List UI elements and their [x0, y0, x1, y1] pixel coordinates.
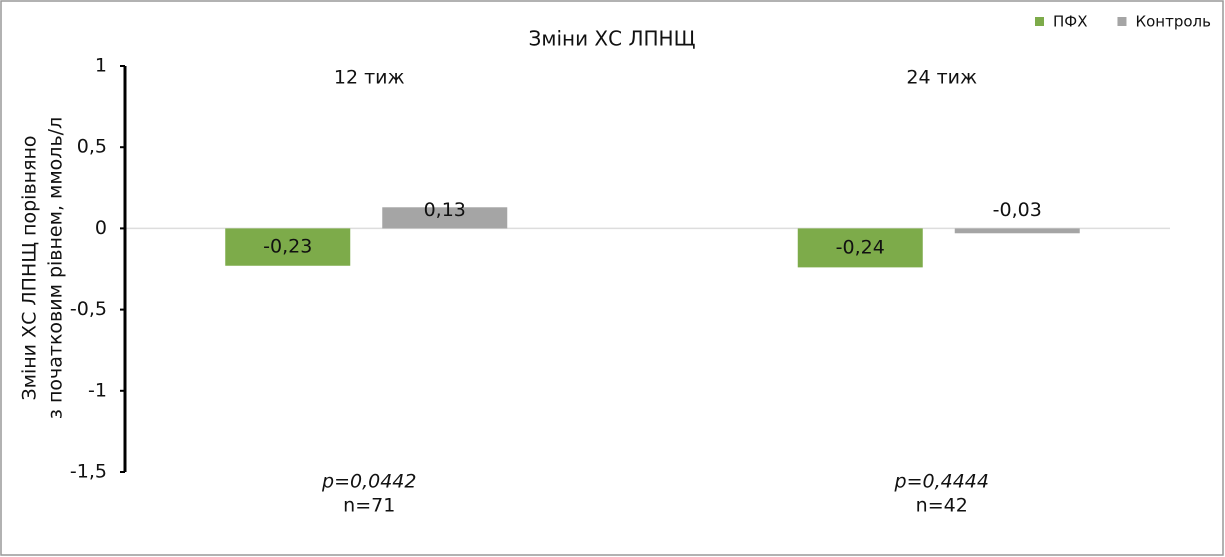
y-tick-label: -0,5 [70, 298, 107, 320]
legend-label: Контроль [1135, 13, 1211, 31]
value-label: 0,13 [424, 199, 466, 221]
y-tick-label: -1,5 [70, 461, 107, 483]
y-tick-label: 0,5 [77, 136, 107, 158]
bar [225, 228, 351, 266]
p-value: p=0,4444 [894, 471, 989, 493]
bar [954, 228, 1080, 234]
y-tick-label: -1 [88, 379, 107, 401]
p-value: p=0,0442 [321, 471, 416, 493]
legend-label: ПФХ [1053, 13, 1087, 31]
value-label: -0,24 [836, 236, 885, 258]
category-label: 12 тиж [334, 67, 405, 89]
value-label: -0,23 [263, 236, 312, 258]
value-label: -0,03 [993, 199, 1042, 221]
y-axis-title: з початковим рівнем, ммоль/л [45, 117, 67, 419]
chart-title: Зміни ХС ЛПНЩ [529, 27, 696, 51]
n-value: n=42 [916, 495, 968, 517]
legend-swatch [1035, 17, 1044, 26]
bar [797, 228, 923, 268]
y-tick-label: 1 [95, 55, 107, 77]
bar [382, 207, 508, 229]
category-label: 24 тиж [906, 67, 977, 89]
n-value: n=71 [343, 495, 395, 517]
y-tick-label: 0 [95, 217, 107, 239]
legend-swatch [1117, 17, 1127, 26]
y-axis-title: Зміни ХС ЛПНЩ порівняно [19, 135, 41, 400]
